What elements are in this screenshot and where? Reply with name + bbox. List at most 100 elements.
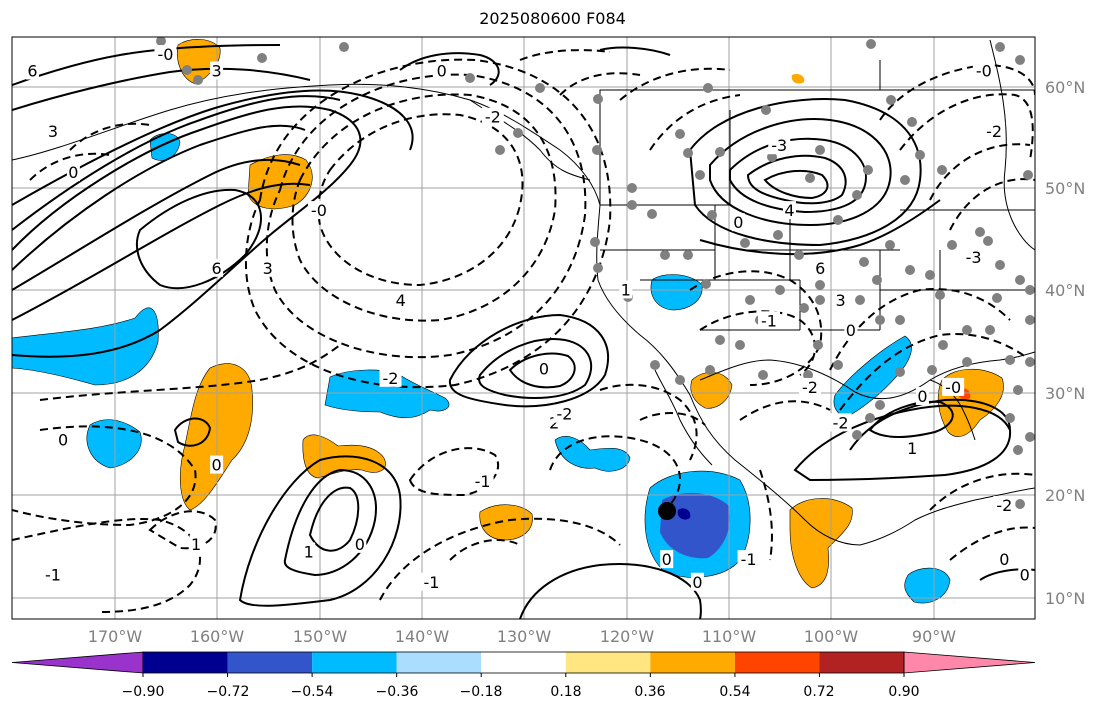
colorbar-segment	[143, 652, 228, 673]
contour-label: 0	[1020, 565, 1030, 584]
contour-label-bg	[553, 404, 576, 423]
colorbar-segment	[650, 652, 735, 673]
contour-label-bg	[302, 542, 316, 561]
gridlines	[12, 37, 1035, 619]
colorbar-frame	[142, 651, 905, 674]
dashed-contours	[12, 49, 1035, 613]
contour-label-bg	[690, 572, 704, 591]
contour-label-bg	[983, 122, 1006, 141]
contour-label-bg	[154, 45, 177, 64]
lon-label: 100°W	[803, 627, 859, 646]
contour-label-bg	[41, 565, 64, 584]
orange-region-1	[179, 363, 253, 511]
contour-label: 0	[539, 360, 549, 379]
contour-label: 6	[212, 259, 222, 278]
contour-label: 0	[917, 387, 927, 406]
contour-label: -2	[485, 108, 501, 127]
contour-label: 6	[27, 62, 37, 81]
lon-label: 160°W	[189, 627, 245, 646]
contour-label-bg	[997, 550, 1011, 569]
colorbar-extend-low	[11, 651, 144, 674]
colorbar-segment	[565, 652, 651, 673]
colorbar-segment	[227, 652, 313, 673]
contour-label: -3	[966, 248, 982, 267]
colorbar-tick-label: 0.18	[550, 684, 582, 700]
contour-label-bg	[394, 290, 408, 309]
contour-label: 0	[68, 163, 78, 182]
contour-label-bg	[619, 280, 633, 299]
colorbar	[11, 651, 1036, 677]
contour-label: 0	[846, 321, 856, 340]
contour-label: -2	[986, 122, 1002, 141]
contour-label-bg	[66, 163, 80, 182]
contour-label-bg	[471, 471, 494, 490]
contour-label: 6	[815, 259, 825, 278]
lon-label: 170°W	[87, 627, 143, 646]
darkblue-spot	[677, 508, 691, 520]
contour-label-bg	[420, 572, 443, 591]
colorbar-tick-label: 0.54	[719, 684, 751, 700]
lat-label: 40°N	[1045, 281, 1086, 300]
colorbar-segment	[734, 652, 820, 673]
contour-label: 0	[733, 213, 743, 232]
lon-label: 140°W	[394, 627, 450, 646]
contour-label-bg	[46, 122, 60, 141]
contour-label-bg	[782, 201, 796, 220]
lat-label: 60°N	[1045, 78, 1086, 97]
contour-label: 1	[621, 280, 631, 299]
contour-label-bg	[737, 550, 760, 569]
colorbar-extend-high	[903, 651, 1036, 674]
contour-label-bg	[844, 321, 858, 340]
contour-label-bg	[261, 258, 275, 277]
contour-label: -0	[157, 45, 173, 64]
contour-label-bg	[834, 290, 848, 309]
contour-label-bg	[905, 438, 919, 457]
colorbar-tick-label: 0.90	[888, 684, 920, 700]
contour-label: 3	[48, 122, 58, 141]
contour-label: -0	[311, 201, 327, 220]
storm-center-marker	[658, 502, 676, 520]
contour-label: 0	[437, 62, 447, 81]
contour-label: -1	[761, 311, 777, 330]
colorbar-tick-label: −0.90	[121, 684, 165, 700]
contour-label: 0	[692, 573, 702, 592]
lon-label: 110°W	[701, 627, 757, 646]
contour-label-bg	[942, 377, 965, 396]
colorbar-tick-label: −0.18	[459, 684, 503, 700]
contour-label-bg	[915, 386, 929, 405]
contour-label-bg	[813, 258, 827, 277]
contour-label: 2	[549, 413, 559, 432]
contour-label: -1	[423, 573, 439, 592]
contour-label: 1	[304, 543, 314, 562]
colorbar-segment	[481, 652, 566, 673]
lat-label: 50°N	[1045, 179, 1086, 198]
contour-label-bg	[1018, 565, 1032, 584]
colorbar-segment	[312, 652, 397, 673]
contour-label-bg	[189, 534, 203, 553]
contour-label: -1	[741, 550, 757, 569]
contour-label: -1	[475, 472, 491, 491]
lat-label: 10°N	[1045, 589, 1086, 608]
contour-label: 4	[396, 291, 406, 310]
contour-label-bg	[353, 534, 367, 553]
contour-label: -2	[556, 405, 572, 424]
contour-label-bg	[829, 413, 852, 432]
contour-label: 1	[907, 439, 917, 458]
contour-labels: 630-036 3-04-2-2002-20001-11-1-100-110463…	[25, 45, 1032, 592]
contour-label-bg	[962, 247, 985, 266]
lat-label: 30°N	[1045, 384, 1086, 403]
cyan-region-west	[12, 307, 159, 386]
contour-label: 0	[662, 550, 672, 569]
contour-label: 1	[191, 535, 201, 554]
contour-label-bg	[660, 550, 674, 569]
colorbar-tick-label: −0.36	[375, 684, 419, 700]
contour-label: -0	[945, 378, 961, 397]
map-frame	[11, 36, 1036, 620]
contour-label: -3	[771, 136, 787, 155]
contour-label-bg	[56, 430, 70, 449]
contour-label: -0	[976, 62, 992, 81]
contour-label-bg	[379, 368, 402, 387]
station-dots	[156, 37, 1035, 509]
colorbar-tick-label: −0.54	[290, 684, 334, 700]
